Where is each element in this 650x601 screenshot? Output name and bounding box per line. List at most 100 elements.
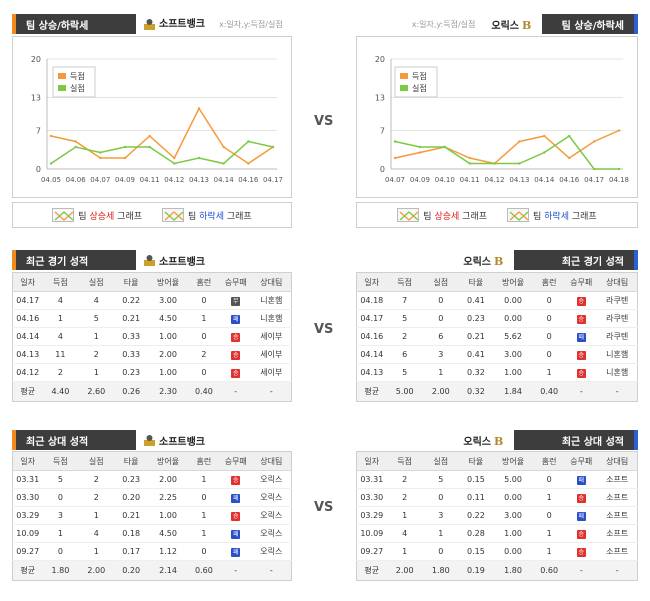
column-header: 타율 xyxy=(114,272,149,292)
table-cell: 1 xyxy=(187,524,220,543)
table-cell: 03.29 xyxy=(356,506,387,525)
win-badge: 승 xyxy=(231,511,241,521)
column-header: 일자 xyxy=(12,272,43,292)
vs-label-1: VS xyxy=(314,114,334,129)
table-cell: 2 xyxy=(78,345,115,364)
table-cell: 0.21 xyxy=(114,309,149,328)
y-tick-label: 20 xyxy=(375,55,385,64)
average-cell: 2.00 xyxy=(422,381,459,402)
score-point xyxy=(49,134,53,138)
allowed-point xyxy=(568,134,571,138)
score-point xyxy=(197,107,201,110)
table-cell: 오릭스 xyxy=(251,488,292,507)
column-header: 방어율 xyxy=(492,272,534,292)
score-point xyxy=(148,134,151,138)
table-cell: 라쿠텐 xyxy=(597,327,638,346)
table-cell: 0 xyxy=(422,488,459,507)
table-cell: 1 xyxy=(533,363,566,382)
legend-box xyxy=(52,66,96,98)
x-tick-label: 04.07 xyxy=(90,176,110,184)
table-cell: 0.22 xyxy=(458,506,493,525)
win-badge: 승 xyxy=(231,368,241,378)
table-cell: 0.00 xyxy=(492,488,534,507)
y-tick-label: 0 xyxy=(380,165,385,174)
orix-logo-icon: B xyxy=(522,17,536,31)
allowed-point xyxy=(148,145,151,149)
table-cell: 04.18 xyxy=(356,291,387,310)
orange-accent xyxy=(12,250,16,270)
win-badge: 승 xyxy=(576,296,586,306)
table-row: 03.30 0 2 0.20 2.25 0 패 오릭스 xyxy=(12,488,292,507)
score-point xyxy=(173,156,176,160)
table-cell: 1.00 xyxy=(148,327,188,346)
column-header: 방어율 xyxy=(148,451,188,471)
table-cell: 패 xyxy=(219,542,252,561)
x-tick-label: 04.09 xyxy=(115,176,135,184)
average-cell: 평균 xyxy=(356,381,387,402)
table-cell: 1 xyxy=(78,506,115,525)
up-trend-icon xyxy=(52,208,75,222)
table-header-row: 일자 득점 실점 타율 방어율 홈런 승무패 상대팀 xyxy=(12,272,292,292)
average-row: 평균 5.00 2.00 0.32 1.84 0.40- - xyxy=(356,381,638,402)
table-cell: 1.12 xyxy=(148,542,188,561)
table-cell: 04.14 xyxy=(356,345,387,364)
table-cell: 0.41 xyxy=(458,291,493,310)
draw-badge: 무 xyxy=(231,296,241,306)
up-trend-icon xyxy=(397,208,420,222)
x-tick-label: 04.13 xyxy=(509,176,529,184)
average-cell: 0.60 xyxy=(533,560,566,581)
x-tick-label: 04.14 xyxy=(214,176,235,184)
table-cell: 0.15 xyxy=(458,542,493,561)
allowed-point xyxy=(518,162,521,165)
table-cell: 4 xyxy=(42,291,79,310)
table-cell: 2.00 xyxy=(148,345,188,364)
right-h2h-table: 일자 득점 실점 타율 방어율 홈런 승무패 상대팀 03.31 2 5 0.15 5.00 0 패 소프트 0… xyxy=(356,451,638,581)
table-cell: 0.00 xyxy=(492,309,534,328)
table-cell: 승 xyxy=(565,309,598,328)
table-cell: 0.28 xyxy=(458,524,493,543)
average-cell: - xyxy=(565,560,598,581)
table-cell: 패 xyxy=(219,488,252,507)
table-cell: 0 xyxy=(533,291,566,310)
table-cell: 5 xyxy=(386,363,423,382)
table-cell: 승 xyxy=(565,291,598,310)
average-cell: - xyxy=(251,560,292,581)
svg-text:B: B xyxy=(522,19,531,31)
table-row: 04.17 5 0 0.23 0.00 0 승 라쿠텐 xyxy=(356,309,638,328)
average-cell: - xyxy=(597,381,638,402)
table-cell: 3 xyxy=(42,506,79,525)
table-cell: 패 xyxy=(565,506,598,525)
column-header: 일자 xyxy=(12,451,43,471)
allowed-point xyxy=(123,145,127,149)
softbank-logo-icon xyxy=(142,433,156,447)
average-cell: 1.80 xyxy=(42,560,79,581)
left-chart-team-name: 소프트뱅크 xyxy=(159,18,205,30)
legend-swatch xyxy=(58,73,66,79)
table-cell: 7 xyxy=(386,291,423,310)
table-header-row: 일자 득점 실점 타율 방어율 홈런 승무패 상대팀 xyxy=(356,451,638,471)
allowed-point xyxy=(468,162,471,165)
allowed-point xyxy=(617,167,621,171)
table-cell: 03.29 xyxy=(12,506,43,525)
table-cell: 09.27 xyxy=(12,542,43,561)
table-cell: 승 xyxy=(219,345,252,364)
table-cell: 1 xyxy=(533,542,566,561)
column-header: 방어율 xyxy=(148,272,188,292)
average-cell: 1.84 xyxy=(492,381,534,402)
down-trend-icon xyxy=(162,208,184,222)
left-recent-title: 최근 경기 성적 xyxy=(16,250,136,270)
table-cell: 0.23 xyxy=(458,309,493,328)
left-recent-table: 일자 득점 실점 타율 방어율 홈런 승무패 상대팀 04.17 4 4 0.22 3.00 0 무 니혼햄 0… xyxy=(12,272,292,402)
table-cell: 2 xyxy=(42,363,79,382)
table-cell: 승 xyxy=(565,524,598,543)
table-cell: 0 xyxy=(187,488,220,507)
column-header: 일자 xyxy=(356,272,387,292)
x-tick-label: 04.10 xyxy=(435,176,455,184)
table-cell: 2 xyxy=(187,345,220,364)
table-cell: 1.00 xyxy=(148,363,188,382)
table-row: 04.18 7 0 0.41 0.00 0 승 라쿠텐 xyxy=(356,291,638,310)
table-cell: 03.31 xyxy=(356,470,387,489)
table-cell: 2.25 xyxy=(148,488,188,507)
column-header: 일자 xyxy=(356,451,387,471)
column-header: 상대팀 xyxy=(597,451,638,471)
